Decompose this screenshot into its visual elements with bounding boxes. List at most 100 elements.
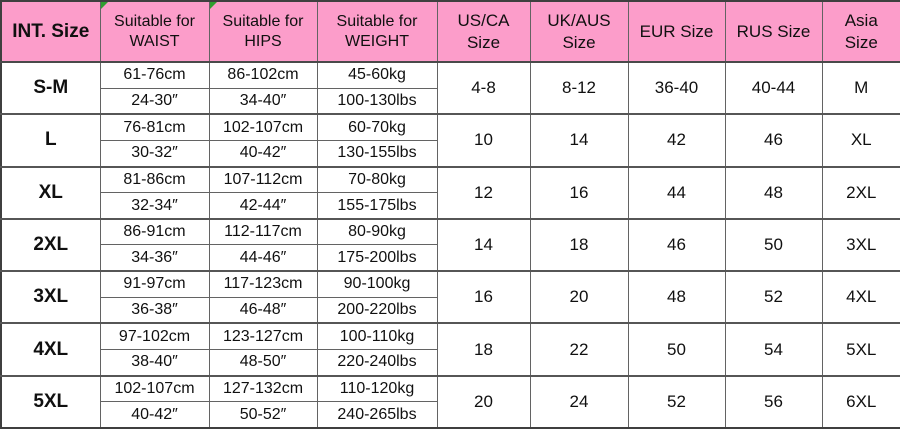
- rus-size-cell: 48: [724, 165, 823, 220]
- header-asia-size: Asia Size: [821, 0, 900, 63]
- hips-in-cell: 42-44″: [208, 192, 318, 220]
- ukaus-size-cell: 24: [529, 374, 629, 429]
- weight-lbs-cell: 100-130lbs: [316, 87, 438, 115]
- table-subrow: 36-38″ 46-48″ 200-220lbs: [1, 296, 900, 324]
- table-subrow: 24-30″ 34-40″ 100-130lbs: [1, 87, 900, 115]
- usca-size-cell: 10: [436, 113, 531, 168]
- header-int-size: INT. Size: [0, 0, 101, 63]
- eur-size-cell: 44: [627, 165, 726, 220]
- weight-lbs-cell: 130-155lbs: [316, 139, 438, 168]
- usca-size-cell: 12: [436, 165, 531, 220]
- int-size-cell: 4XL: [0, 322, 101, 377]
- usca-size-cell: 20: [436, 374, 531, 429]
- eur-size-cell: 36-40: [627, 60, 726, 115]
- waist-cm-cell: 86-91cm: [99, 217, 210, 246]
- rus-size-cell: 50: [724, 217, 823, 272]
- hips-cm-cell: 112-117cm: [208, 217, 318, 246]
- ukaus-size-cell: 16: [529, 165, 629, 220]
- header-usca-size: US/CA Size: [436, 0, 531, 63]
- table-subrow: 34-36″ 44-46″ 175-200lbs: [1, 244, 900, 272]
- ukaus-size-cell: 18: [529, 217, 629, 272]
- asia-size-cell: 6XL: [821, 374, 900, 429]
- weight-kg-cell: 70-80kg: [316, 165, 438, 194]
- eur-size-cell: 52: [627, 374, 726, 429]
- header-rus-size: RUS Size: [724, 0, 823, 63]
- asia-size-cell: M: [821, 60, 900, 115]
- table-row: 5XL 102-107cm 127-132cm 110-120kg 20 24 …: [0, 374, 900, 429]
- table-row: 4XL 97-102cm 123-127cm 100-110kg 18 22 5…: [0, 322, 900, 377]
- waist-cm-cell: 61-76cm: [99, 60, 210, 89]
- ukaus-size-cell: 8-12: [529, 60, 629, 115]
- table-row: 3XL 91-97cm 117-123cm 90-100kg 16 20 48 …: [0, 270, 900, 324]
- asia-size-cell: XL: [821, 113, 900, 168]
- header-row: INT. Size Suitable for WAIST Suitable fo…: [0, 0, 900, 63]
- hips-cm-cell: 102-107cm: [208, 113, 318, 141]
- usca-size-cell: 18: [436, 322, 531, 377]
- hips-in-cell: 50-52″: [208, 401, 318, 429]
- usca-size-cell: 4-8: [436, 60, 531, 115]
- hips-in-cell: 40-42″: [208, 139, 318, 168]
- weight-kg-cell: 80-90kg: [316, 217, 438, 246]
- int-size-cell: L: [0, 113, 101, 168]
- eur-size-cell: 48: [627, 270, 726, 324]
- weight-lbs-cell: 240-265lbs: [316, 401, 438, 429]
- ukaus-size-cell: 14: [529, 113, 629, 168]
- waist-cm-cell: 102-107cm: [99, 374, 210, 403]
- table-row: S-M 61-76cm 86-102cm 45-60kg 4-8 8-12 36…: [0, 60, 900, 115]
- hips-cm-cell: 86-102cm: [208, 60, 318, 89]
- usca-size-cell: 16: [436, 270, 531, 324]
- table-row: L 76-81cm 102-107cm 60-70kg 10 14 42 46 …: [0, 113, 900, 168]
- cell-corner-marker-icon: [210, 2, 217, 9]
- asia-size-cell: 2XL: [821, 165, 900, 220]
- header-eur-size: EUR Size: [627, 0, 726, 63]
- hips-cm-cell: 117-123cm: [208, 270, 318, 298]
- eur-size-cell: 50: [627, 322, 726, 377]
- waist-in-cell: 32-34″: [99, 192, 210, 220]
- waist-cm-cell: 91-97cm: [99, 270, 210, 298]
- waist-cm-cell: 76-81cm: [99, 113, 210, 141]
- usca-size-cell: 14: [436, 217, 531, 272]
- cell-corner-marker-icon: [101, 2, 108, 9]
- int-size-cell: 3XL: [0, 270, 101, 324]
- hips-in-cell: 46-48″: [208, 296, 318, 324]
- weight-kg-cell: 45-60kg: [316, 60, 438, 89]
- waist-in-cell: 30-32″: [99, 139, 210, 168]
- eur-size-cell: 42: [627, 113, 726, 168]
- weight-kg-cell: 100-110kg: [316, 322, 438, 351]
- rus-size-cell: 56: [724, 374, 823, 429]
- header-waist: Suitable for WAIST: [99, 0, 210, 63]
- table-subrow: 40-42″ 50-52″ 240-265lbs: [1, 401, 900, 429]
- weight-kg-cell: 90-100kg: [316, 270, 438, 298]
- table-subrow: 30-32″ 40-42″ 130-155lbs: [1, 139, 900, 168]
- weight-lbs-cell: 220-240lbs: [316, 349, 438, 377]
- weight-lbs-cell: 175-200lbs: [316, 244, 438, 272]
- asia-size-cell: 5XL: [821, 322, 900, 377]
- int-size-cell: XL: [0, 165, 101, 220]
- table-subrow: 32-34″ 42-44″ 155-175lbs: [1, 192, 900, 220]
- int-size-cell: 2XL: [0, 217, 101, 272]
- rus-size-cell: 54: [724, 322, 823, 377]
- waist-cm-cell: 97-102cm: [99, 322, 210, 351]
- waist-in-cell: 24-30″: [99, 87, 210, 115]
- hips-cm-cell: 127-132cm: [208, 374, 318, 403]
- hips-in-cell: 48-50″: [208, 349, 318, 377]
- weight-lbs-cell: 155-175lbs: [316, 192, 438, 220]
- asia-size-cell: 4XL: [821, 270, 900, 324]
- weight-kg-cell: 60-70kg: [316, 113, 438, 141]
- rus-size-cell: 52: [724, 270, 823, 324]
- weight-kg-cell: 110-120kg: [316, 374, 438, 403]
- waist-in-cell: 34-36″: [99, 244, 210, 272]
- ukaus-size-cell: 22: [529, 322, 629, 377]
- waist-in-cell: 40-42″: [99, 401, 210, 429]
- waist-in-cell: 38-40″: [99, 349, 210, 377]
- hips-cm-cell: 107-112cm: [208, 165, 318, 194]
- table-row: XL 81-86cm 107-112cm 70-80kg 12 16 44 48…: [0, 165, 900, 220]
- rus-size-cell: 40-44: [724, 60, 823, 115]
- int-size-cell: S-M: [0, 60, 101, 115]
- waist-in-cell: 36-38″: [99, 296, 210, 324]
- rus-size-cell: 46: [724, 113, 823, 168]
- header-hips-label: Suitable for HIPS: [222, 12, 304, 50]
- hips-in-cell: 34-40″: [208, 87, 318, 115]
